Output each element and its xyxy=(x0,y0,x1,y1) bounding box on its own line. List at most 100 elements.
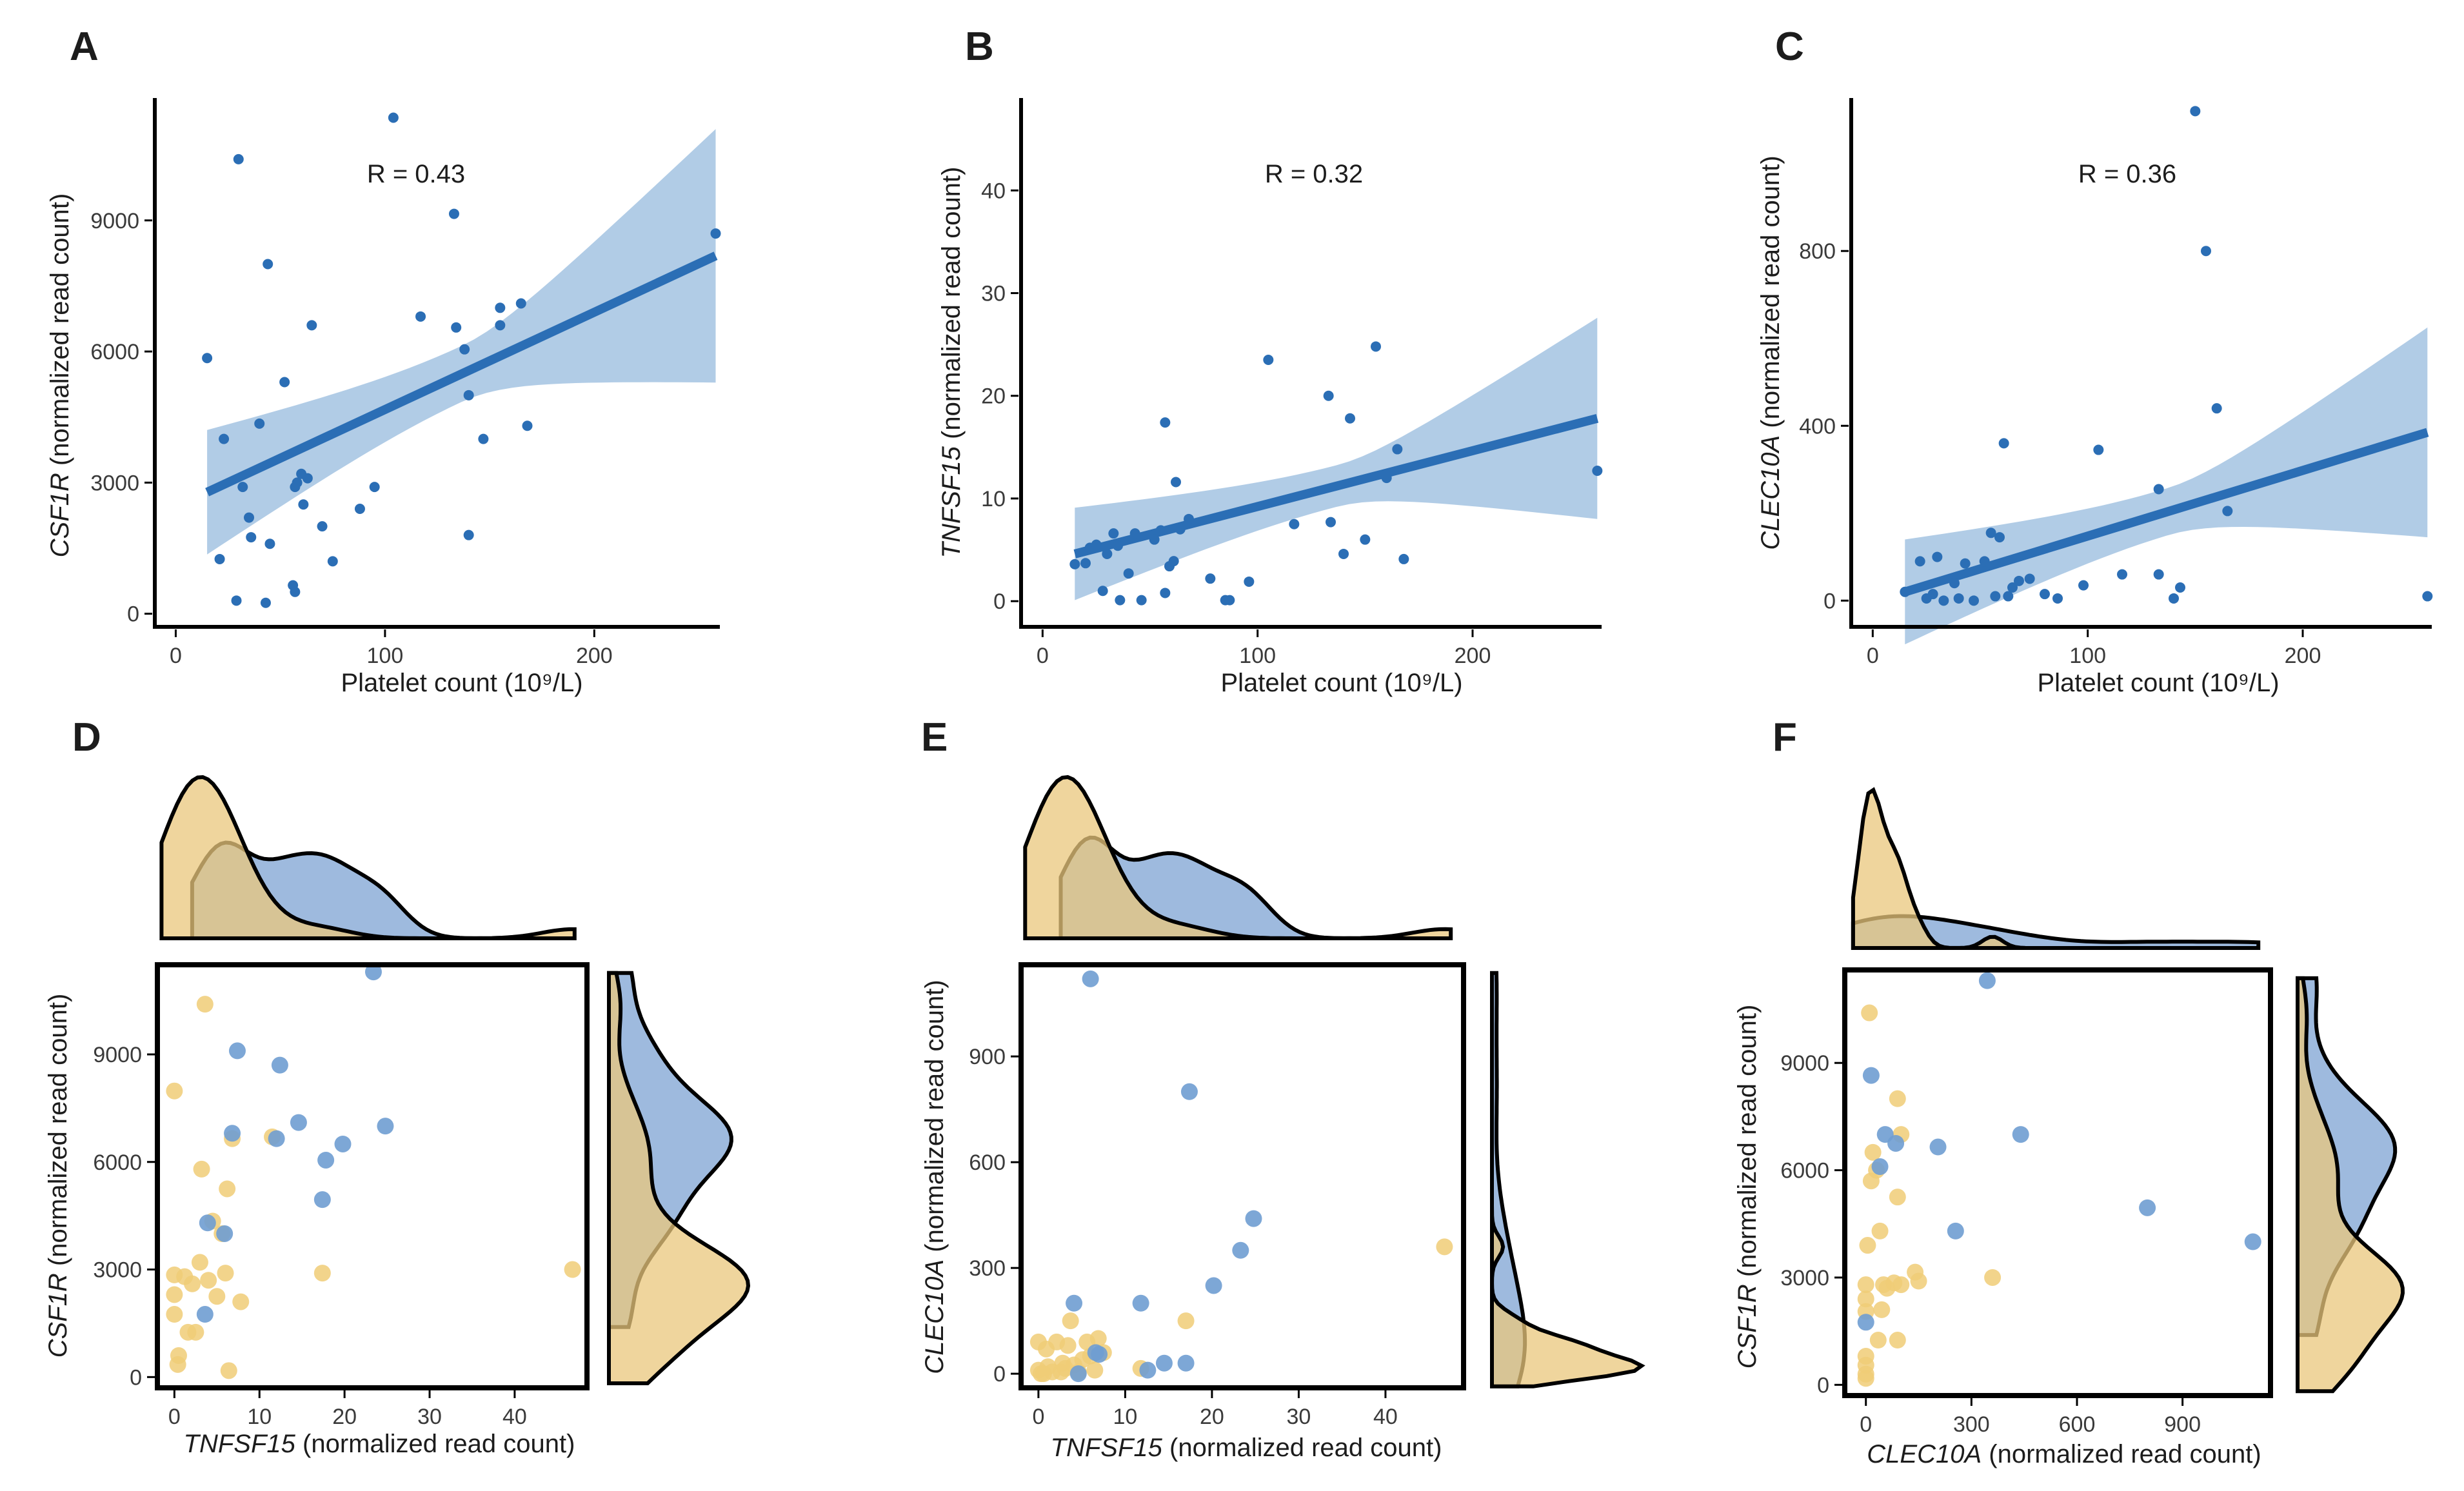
panel-a-y-tick-label: 6000 xyxy=(90,340,139,364)
panel-f-data-point-yellow xyxy=(1857,1290,1874,1308)
panel-f-data-point-yellow xyxy=(1859,1237,1876,1254)
panel-b-data-point xyxy=(1155,525,1166,536)
panel-b-y-tick-label: 40 xyxy=(981,179,1006,203)
panel-b-data-point xyxy=(1323,390,1334,401)
panel-b-y-tick-label: 30 xyxy=(981,282,1006,306)
panel-f-data-point-blue xyxy=(2244,1233,2261,1250)
panel-c-data-point xyxy=(1994,532,2005,543)
panel-b-x-tick-label: 0 xyxy=(1037,644,1049,668)
panel-d-data-point-yellow xyxy=(170,1347,187,1364)
panel-c-data-point xyxy=(1985,528,1996,538)
panel-e-y-tick-label: 300 xyxy=(969,1256,1006,1281)
panel-f-data-point-yellow xyxy=(1871,1222,1889,1239)
panel-f-x-density-yellow xyxy=(1851,787,2259,950)
panel-a-data-point xyxy=(244,512,254,523)
panel-f-data-point-yellow xyxy=(1889,1332,1906,1349)
panel-e-y-tick-label: 900 xyxy=(969,1045,1006,1069)
panel-label-c: C xyxy=(1775,25,1804,69)
panel-b-r-annotation: R = 0.32 xyxy=(1265,160,1363,188)
panel-a-data-point xyxy=(710,228,721,239)
panel-b-data-point xyxy=(1205,573,1216,584)
panel-d-data-point-blue xyxy=(196,1306,214,1323)
panel-f-data-point-yellow xyxy=(1864,1143,1882,1161)
panel-c: C 0 100 200 0 400 800 R = 0.36 Platelet count… xyxy=(1756,25,2433,697)
panel-a-data-point xyxy=(298,499,309,510)
panel-d-x-tick-label: 40 xyxy=(502,1405,527,1429)
panel-c-regression-line xyxy=(1903,428,2429,597)
panel-d-y-density-yellow xyxy=(607,971,751,1385)
panel-d-data-point-blue xyxy=(216,1225,233,1242)
panel-d-data-point-yellow xyxy=(208,1288,226,1305)
panel-f-y-tick-label: 6000 xyxy=(1780,1159,1829,1183)
panel-b-data-point xyxy=(1129,528,1140,539)
panel-b-data-point xyxy=(1184,513,1194,524)
panel-e-y-tick-label: 0 xyxy=(993,1362,1006,1387)
panel-b-data-point xyxy=(1224,595,1235,606)
panel-a-data-point xyxy=(202,353,213,364)
panel-b-y-tick-label: 10 xyxy=(981,487,1006,511)
panel-a-data-point xyxy=(237,482,248,493)
panel-b-data-point xyxy=(1115,595,1126,606)
panel-c-data-point xyxy=(2211,403,2222,414)
panel-a-data-point xyxy=(219,433,230,444)
panel-f-data-point-blue xyxy=(2139,1199,2156,1216)
panel-d-data-point-yellow xyxy=(220,1362,237,1379)
panel-d-data-point-blue xyxy=(199,1214,216,1232)
panel-c-data-point xyxy=(1998,438,2009,449)
panel-e-data-point-blue xyxy=(1132,1294,1149,1312)
panel-d-x-density-yellow xyxy=(159,775,577,940)
panel-b-data-point xyxy=(1069,558,1080,569)
panel-a-data-point xyxy=(515,298,526,309)
panel-a-data-point xyxy=(459,344,470,355)
panel-b-data-point xyxy=(1371,341,1381,352)
panel-b-data-point xyxy=(1149,534,1160,545)
panel-a-data-point xyxy=(415,311,426,322)
panel-c-data-point xyxy=(2175,582,2185,593)
panel-e-data-point-blue xyxy=(1091,1346,1108,1363)
panel-a-data-point xyxy=(463,529,474,540)
panel-a: A 0 100 200 0 3000 6000 9000 R = 0.43 Platelet… xyxy=(46,25,721,697)
panel-a-data-point xyxy=(448,208,459,219)
panel-a-data-point xyxy=(260,597,271,608)
panel-c-data-point xyxy=(2422,591,2433,602)
panel-d-x-marginal-density xyxy=(159,775,577,940)
panel-a-y-axis-title: CSF1R (normalized read count) xyxy=(46,193,74,558)
panel-f-y-tick-label: 9000 xyxy=(1780,1051,1829,1076)
panel-f-x-tick-label: 300 xyxy=(1953,1412,1990,1437)
panel-d-frame xyxy=(155,962,590,1390)
panel-a-data-point xyxy=(522,420,533,431)
panel-e-y-marginal-density xyxy=(1490,971,1645,1388)
panel-label-b: B xyxy=(965,25,994,69)
panel-f-data-point-yellow xyxy=(1893,1276,1910,1294)
panel-b-data-point xyxy=(1080,558,1091,569)
panel-b-x-tick-label: 100 xyxy=(1239,644,1276,668)
panel-b-confidence-band xyxy=(1075,317,1598,600)
panel-f-data-point-blue xyxy=(1862,1067,1880,1084)
panel-f-y-tick-label: 3000 xyxy=(1780,1266,1829,1290)
panel-a-y-tick-label: 0 xyxy=(127,602,139,627)
panel-a-data-point xyxy=(246,532,257,543)
panel-c-data-point xyxy=(1927,589,1938,600)
panel-b-data-point xyxy=(1136,595,1147,606)
panel-b-data-point xyxy=(1398,553,1409,564)
panel-a-data-point xyxy=(463,390,474,400)
panel-e-data-point-blue xyxy=(1155,1354,1173,1372)
panel-b-data-point xyxy=(1108,528,1119,539)
panel-a-data-point xyxy=(327,556,338,567)
panel-label-d: D xyxy=(72,715,101,760)
panel-f-data-point-blue xyxy=(1947,1222,1964,1239)
panel-f-y-marginal-density xyxy=(2296,976,2405,1394)
panel-a-x-tick-label: 200 xyxy=(576,644,613,668)
panel-b-data-point xyxy=(1392,444,1403,455)
panel-f-data-point-yellow xyxy=(1857,1276,1874,1294)
panel-d-x-tick-label: 0 xyxy=(168,1405,181,1429)
panel-a-data-point xyxy=(478,433,489,444)
panel-a-data-point xyxy=(254,418,265,429)
panel-a-confidence-band xyxy=(207,129,716,555)
panel-d-data-point-yellow xyxy=(200,1272,217,1289)
panel-f-data-point-yellow xyxy=(1869,1332,1887,1349)
panel-d-data-point-yellow xyxy=(232,1293,250,1310)
panel-a-data-point xyxy=(233,153,244,164)
panel-b-data-point xyxy=(1326,517,1336,528)
